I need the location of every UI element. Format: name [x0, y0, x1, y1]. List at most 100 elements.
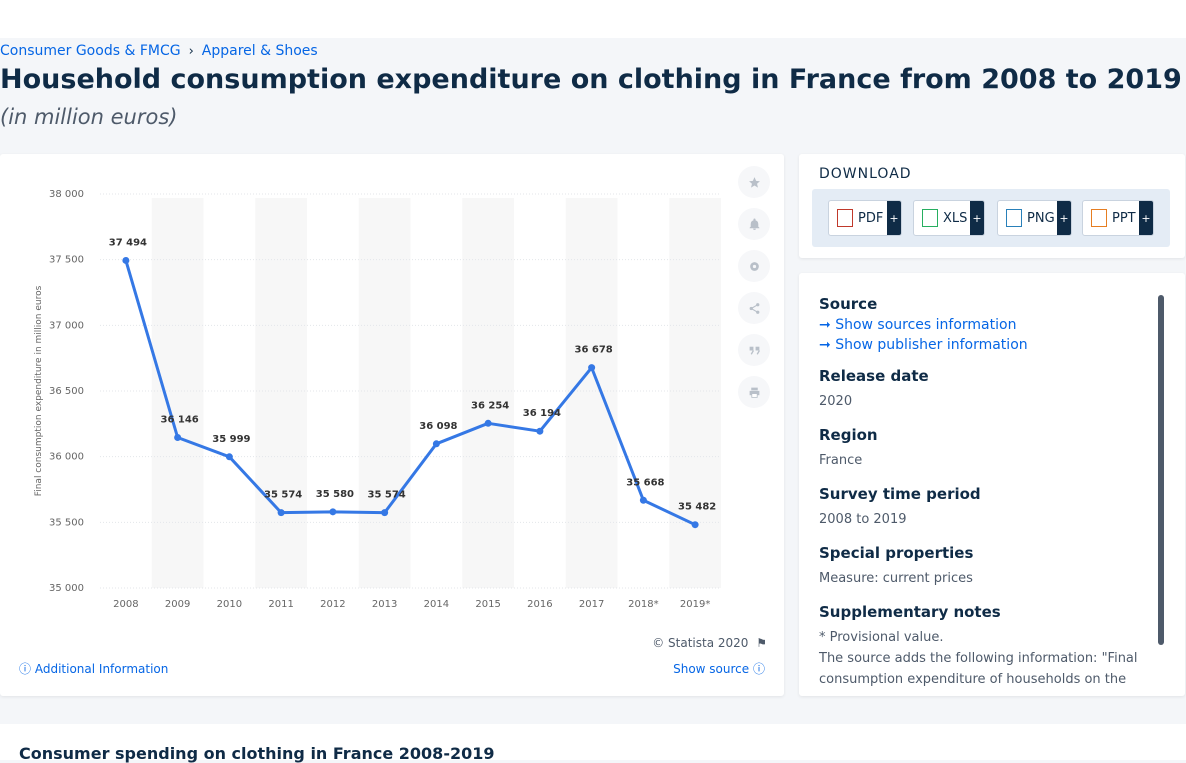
share-icon[interactable]: [738, 292, 770, 324]
ppt-label: PPT: [1112, 210, 1136, 226]
chart-card: 35 000 35 500 36 000 36 500 37 000 37 500 38 0…: [0, 154, 784, 696]
supplementary-notes-heading: Supplementary notes: [819, 603, 1001, 621]
show-publisher-link[interactable]: ➞ Show publisher information: [819, 337, 1139, 353]
png-label: PNG: [1027, 210, 1055, 226]
show-sources-link[interactable]: ➞ Show sources information: [819, 317, 1139, 333]
flag-icon[interactable]: ⚑: [756, 636, 767, 650]
arrow-right-icon: ➞: [819, 317, 836, 333]
related-statistic-title[interactable]: Consumer spending on clothing in France …: [19, 744, 495, 763]
source-heading: Source: [819, 295, 878, 313]
show-source-link[interactable]: Show source ⓘ: [673, 660, 765, 677]
info-icon: ⓘ: [19, 662, 32, 676]
column-band: [462, 198, 514, 588]
download-png-button[interactable]: PNG +: [997, 200, 1072, 236]
special-properties-value: Measure: current prices: [819, 571, 973, 586]
quote-icon[interactable]: [738, 334, 770, 366]
y-tick-label: 36 500: [49, 386, 84, 397]
print-icon[interactable]: [738, 376, 770, 408]
region-heading: Region: [819, 426, 878, 444]
xls-label: XLS: [943, 210, 968, 226]
y-axis-label: Final consumption expenditure in million…: [34, 285, 44, 496]
x-tick-label: 2013: [372, 599, 397, 610]
column-band: [358, 198, 411, 588]
png-file-icon: [1006, 209, 1022, 227]
info-content: Source ➞ Show sources information ➞ Show…: [819, 295, 1139, 690]
notes-line-1: * Provisional value.: [819, 630, 944, 645]
breadcrumb-item-consumer-goods[interactable]: Consumer Goods & FMCG: [0, 43, 181, 59]
x-tick-label: 2012: [320, 599, 345, 610]
download-card: DOWNLOAD PDF + XLS + PNG + PPT +: [799, 154, 1185, 258]
data-label: 36 098: [419, 421, 457, 432]
y-tick-label: 36 000: [49, 452, 84, 463]
download-pdf-button[interactable]: PDF +: [828, 200, 902, 236]
plus-icon: +: [887, 201, 901, 235]
data-label: 35 580: [316, 489, 354, 500]
data-label: 37 494: [109, 237, 147, 248]
bell-icon[interactable]: [738, 208, 770, 240]
line-chart: 35 000 35 500 36 000 36 500 37 000 37 500 38 0…: [34, 189, 721, 610]
data-label: 35 574: [367, 490, 405, 501]
special-properties-heading: Special properties: [819, 544, 974, 562]
data-label: 35 999: [212, 434, 250, 445]
y-tick-label: 35 500: [49, 517, 84, 528]
plus-icon: +: [1139, 201, 1153, 235]
data-label: 36 254: [471, 400, 509, 411]
survey-period-heading: Survey time period: [819, 485, 981, 503]
page-title: Household consumption expenditure on clo…: [0, 64, 1182, 95]
data-point: [536, 427, 544, 435]
credit-text: © Statista 2020: [652, 636, 749, 650]
survey-period-value: 2008 to 2019: [819, 512, 907, 527]
x-tick-label: 2017: [579, 599, 604, 610]
chart-toolbar: [738, 166, 770, 408]
plus-icon: +: [970, 201, 984, 235]
download-xls-button[interactable]: XLS +: [913, 200, 985, 236]
x-tick-label: 2015: [475, 599, 500, 610]
data-point: [432, 440, 440, 448]
notes-line-2: The source adds the following informatio…: [819, 651, 1138, 687]
plus-icon: +: [1057, 201, 1071, 235]
x-tick-label: 2014: [424, 599, 449, 610]
breadcrumb-separator: ›: [188, 43, 194, 59]
breadcrumb-item-apparel[interactable]: Apparel & Shoes: [201, 43, 318, 59]
info-icon: ⓘ: [752, 662, 765, 676]
data-label: 35 482: [678, 502, 716, 513]
data-point: [174, 433, 182, 441]
additional-info-label: Additional Information: [34, 662, 169, 676]
ppt-file-icon: [1091, 209, 1107, 227]
x-tick-label: 2011: [268, 599, 293, 610]
column-band: [669, 198, 721, 588]
data-point: [691, 521, 699, 529]
data-label: 35 668: [626, 477, 664, 488]
gear-icon[interactable]: [738, 250, 770, 282]
release-date-heading: Release date: [819, 367, 929, 385]
data-point: [484, 419, 492, 427]
x-tick-label: 2009: [165, 599, 190, 610]
y-tick-label: 35 000: [49, 583, 84, 594]
y-tick-label: 38 000: [49, 189, 84, 200]
data-point: [225, 453, 233, 461]
page-subtitle: (in million euros): [0, 105, 178, 129]
x-tick-label: 2008: [113, 599, 138, 610]
data-point: [588, 364, 596, 372]
x-tick-label: 2018*: [628, 599, 658, 610]
download-ppt-button[interactable]: PPT +: [1082, 200, 1154, 236]
data-point: [381, 509, 389, 517]
additional-information-link[interactable]: ⓘ Additional Information: [19, 660, 168, 677]
data-point: [122, 256, 130, 264]
info-scrollbar[interactable]: [1158, 295, 1164, 645]
data-label: 36 678: [574, 345, 612, 356]
download-buttons: PDF + XLS + PNG + PPT +: [812, 189, 1170, 247]
data-point: [329, 508, 337, 516]
arrow-right-icon: ➞: [819, 337, 836, 353]
show-source-label: Show source: [673, 662, 750, 676]
region-value: France: [819, 453, 863, 468]
statista-credit: © Statista 2020 ⚑: [652, 636, 767, 650]
series-line: [124, 260, 696, 527]
statistic-info-card: Source ➞ Show sources information ➞ Show…: [799, 273, 1185, 696]
column-band: [151, 198, 204, 588]
y-tick-label: 37 000: [49, 320, 84, 331]
related-statistic-card: Consumer spending on clothing in France …: [0, 724, 1186, 763]
y-tick-label: 37 500: [49, 255, 84, 266]
data-label: 36 194: [523, 408, 561, 419]
star-icon[interactable]: [738, 166, 770, 198]
